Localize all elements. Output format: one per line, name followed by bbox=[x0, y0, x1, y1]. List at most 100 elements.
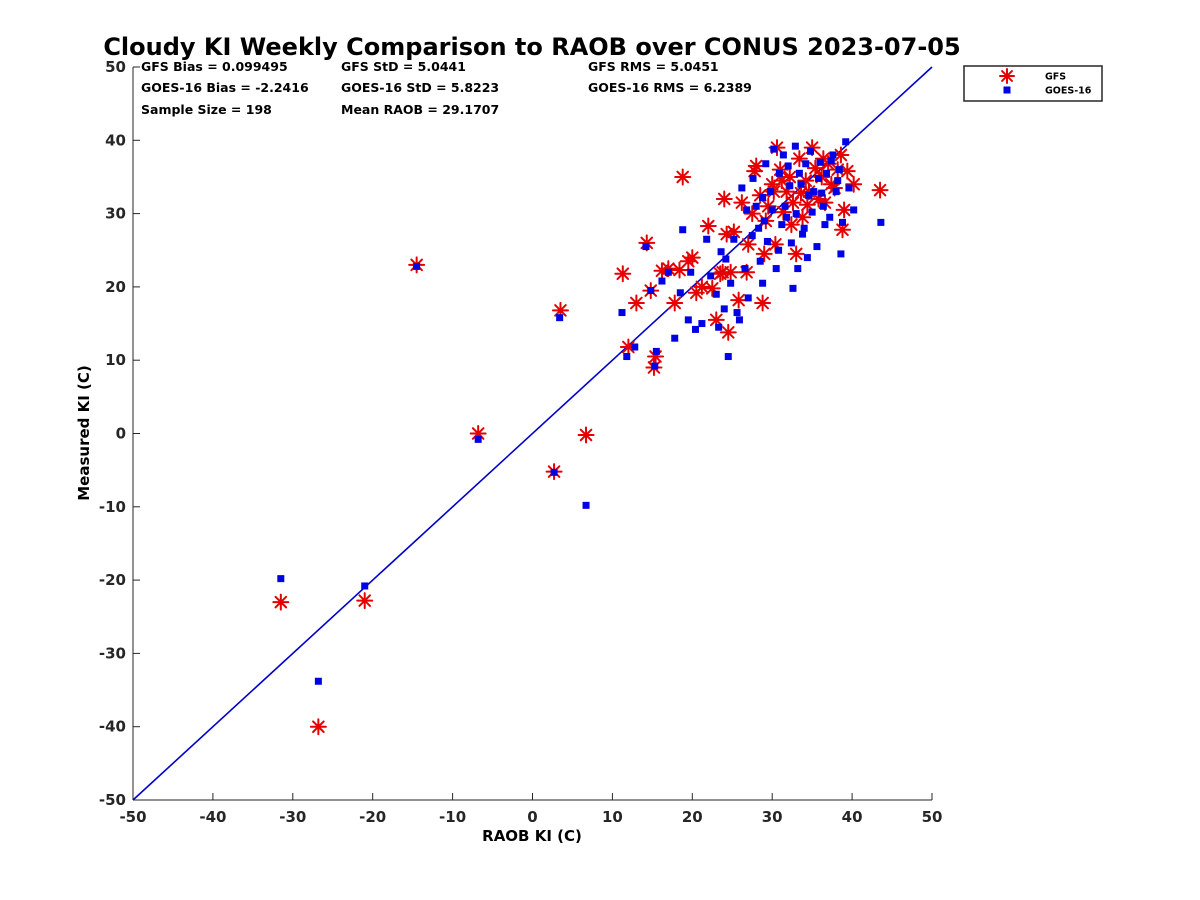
goes16-point bbox=[877, 218, 885, 226]
gfs-point bbox=[774, 203, 792, 221]
goes16-point bbox=[735, 316, 743, 324]
goes16-point bbox=[724, 353, 732, 361]
legend-label: GFS bbox=[1045, 72, 1066, 83]
goes16-point bbox=[727, 279, 735, 287]
goes16-point bbox=[763, 237, 771, 245]
gfs-point bbox=[766, 235, 784, 253]
y-tick-label: -20 bbox=[99, 571, 126, 589]
legend-box bbox=[963, 65, 1103, 102]
goes16-point bbox=[623, 353, 631, 361]
goes16-point bbox=[779, 151, 787, 159]
x-tick-label: 40 bbox=[842, 808, 863, 826]
stat-text: GFS StD = 5.0441 bbox=[341, 59, 466, 74]
goes16-point bbox=[839, 218, 847, 226]
goes16-point bbox=[816, 158, 824, 166]
gfs-point bbox=[674, 168, 692, 186]
gfs-point bbox=[845, 175, 863, 193]
goes16-point bbox=[805, 191, 813, 199]
gfs-point bbox=[699, 217, 717, 235]
goes16-point bbox=[767, 188, 775, 196]
goes16-point bbox=[759, 279, 767, 287]
series-goes-16 bbox=[277, 138, 885, 685]
x-tick-label: -20 bbox=[359, 808, 386, 826]
goes16-point bbox=[755, 224, 763, 232]
goes16-point bbox=[712, 290, 720, 298]
stat-text: GOES-16 RMS = 6.2389 bbox=[588, 80, 752, 95]
gfs-point bbox=[771, 161, 789, 179]
goes16-point bbox=[823, 169, 831, 177]
goes16-point bbox=[810, 188, 818, 196]
goes16-point bbox=[756, 257, 764, 265]
goes16-point bbox=[752, 202, 760, 210]
gfs-point bbox=[638, 234, 656, 252]
gfs-point bbox=[671, 261, 689, 279]
gfs-point bbox=[814, 150, 832, 168]
gfs-point bbox=[469, 425, 487, 442]
y-tick-label: 40 bbox=[105, 131, 126, 149]
gfs-point bbox=[703, 279, 721, 297]
goes16-point bbox=[770, 145, 778, 153]
gfs-point bbox=[719, 323, 737, 341]
goes16-point bbox=[744, 294, 752, 302]
goes16-point bbox=[722, 255, 730, 263]
gfs-point bbox=[778, 183, 796, 201]
goes16-point bbox=[786, 182, 794, 190]
gfs-point bbox=[659, 260, 677, 278]
goes16-point bbox=[679, 226, 687, 234]
goes16-point bbox=[730, 235, 738, 243]
stat-text: GFS Bias = 0.099495 bbox=[141, 59, 288, 74]
x-axis-label: RAOB KI (C) bbox=[482, 827, 582, 845]
goes16-point bbox=[413, 262, 421, 270]
y-tick-label: -40 bbox=[99, 718, 126, 736]
gfs-point bbox=[784, 194, 802, 212]
gfs-point bbox=[683, 249, 701, 267]
goes16-point bbox=[687, 268, 695, 276]
goes16-point bbox=[762, 160, 770, 168]
gfs-point bbox=[733, 194, 751, 212]
goes16-point bbox=[618, 309, 626, 317]
gfs-point bbox=[627, 294, 645, 312]
y-axis-label: Measured KI (C) bbox=[75, 365, 93, 501]
goes16-point bbox=[795, 169, 803, 177]
goes16-point bbox=[850, 206, 858, 214]
goes16-point bbox=[800, 224, 808, 232]
goes16-point bbox=[775, 246, 783, 254]
goes16-point bbox=[676, 289, 684, 297]
y-tick-label: 10 bbox=[105, 351, 126, 369]
y-tick-label: -30 bbox=[99, 644, 126, 662]
goes16-point bbox=[738, 184, 746, 192]
goes16-point bbox=[277, 575, 285, 583]
gfs-point bbox=[309, 718, 327, 736]
goes16-point bbox=[845, 184, 853, 192]
goes16-point bbox=[797, 180, 805, 188]
stat-text: GOES-16 StD = 5.8223 bbox=[341, 80, 499, 95]
goes16-point bbox=[748, 232, 756, 240]
goes16-point bbox=[631, 343, 639, 351]
goes16-point bbox=[550, 468, 558, 476]
goes16-point bbox=[784, 162, 792, 170]
data-points bbox=[272, 138, 889, 736]
x-tick-label: 10 bbox=[602, 808, 623, 826]
gfs-point bbox=[810, 190, 828, 208]
goes16-point bbox=[807, 147, 815, 155]
gfs-point bbox=[754, 294, 772, 312]
gfs-point bbox=[577, 426, 595, 444]
goes16-point bbox=[829, 151, 837, 159]
goes16-point bbox=[778, 221, 786, 229]
gfs-point bbox=[693, 278, 711, 296]
goes16-point bbox=[835, 166, 843, 174]
goes16-point bbox=[802, 160, 810, 168]
gfs-point bbox=[738, 263, 756, 281]
goes16-point bbox=[749, 174, 757, 182]
goes16-point bbox=[717, 248, 725, 256]
goes16-point bbox=[658, 277, 666, 285]
goes16-point bbox=[827, 157, 835, 165]
gfs-point bbox=[797, 172, 815, 190]
gfs-point bbox=[800, 183, 818, 201]
goes16-point bbox=[361, 582, 369, 590]
gfs-point bbox=[787, 245, 805, 263]
gfs-point bbox=[792, 184, 810, 202]
gfs-point bbox=[647, 348, 665, 366]
goes16-point bbox=[651, 362, 659, 370]
